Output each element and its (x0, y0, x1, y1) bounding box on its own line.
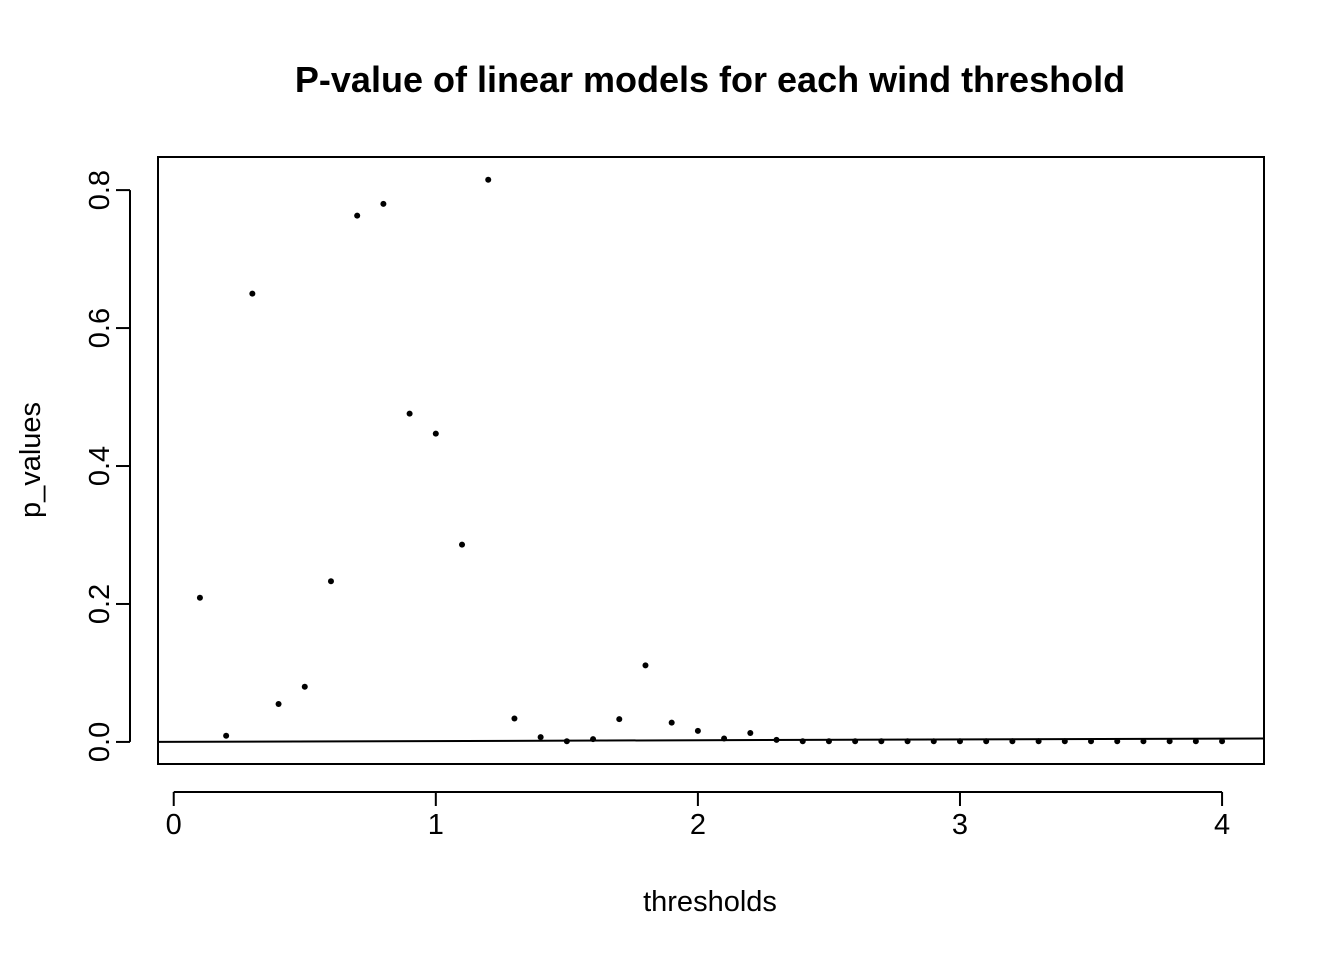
data-point (930, 738, 937, 745)
data-point (1140, 738, 1147, 745)
data-point (904, 738, 911, 745)
data-point (1192, 738, 1199, 745)
data-point (1088, 738, 1095, 745)
data-point (563, 738, 570, 745)
data-point (301, 683, 308, 690)
data-point (1035, 738, 1042, 745)
data-point (1219, 738, 1226, 745)
y-axis-label: p_values (15, 402, 47, 518)
data-point (485, 176, 492, 183)
x-tick-label: 4 (1214, 809, 1230, 841)
data-point (196, 594, 203, 601)
chart-title: P-value of linear models for each wind t… (295, 59, 1125, 100)
data-point (616, 716, 623, 723)
data-point (406, 410, 413, 417)
data-point (773, 736, 780, 743)
data-point (249, 290, 256, 297)
data-points (196, 176, 1226, 745)
data-point (275, 700, 282, 707)
x-axis: 0 1 2 3 4 (166, 791, 1230, 841)
data-point (1009, 738, 1016, 745)
data-point (642, 662, 649, 669)
data-point (1166, 738, 1173, 745)
y-tick-label: 0.0 (84, 722, 116, 762)
regression-line-path (157, 737, 1265, 743)
data-point (511, 715, 518, 722)
regression-line (157, 737, 1265, 743)
data-point (668, 719, 675, 726)
data-point (1114, 738, 1121, 745)
y-tick-label: 0.6 (84, 308, 116, 348)
data-point (852, 738, 859, 745)
y-axis: 0.0 0.2 0.4 0.6 0.8 (84, 170, 131, 762)
data-point (537, 734, 544, 741)
data-point (380, 200, 387, 207)
data-point (825, 738, 832, 745)
data-point (354, 212, 361, 219)
data-point (694, 727, 701, 734)
data-point (223, 732, 230, 739)
data-point (590, 736, 597, 743)
data-point (747, 729, 754, 736)
x-tick-label: 2 (690, 809, 706, 841)
data-point (956, 738, 963, 745)
data-point (432, 430, 439, 437)
data-point (721, 735, 728, 742)
x-axis-label: thresholds (643, 886, 777, 918)
data-point (799, 738, 806, 745)
data-point (983, 738, 990, 745)
data-point (459, 541, 466, 548)
y-tick-label: 0.8 (84, 170, 116, 210)
plot-frame (157, 156, 1265, 765)
y-tick-label: 0.4 (84, 446, 116, 486)
data-point (327, 578, 334, 585)
x-tick-label: 1 (428, 809, 444, 841)
x-tick-label: 3 (952, 809, 968, 841)
x-tick-label: 0 (166, 809, 182, 841)
data-point (1061, 738, 1068, 745)
data-point (878, 738, 885, 745)
y-tick-label: 0.2 (84, 584, 116, 624)
